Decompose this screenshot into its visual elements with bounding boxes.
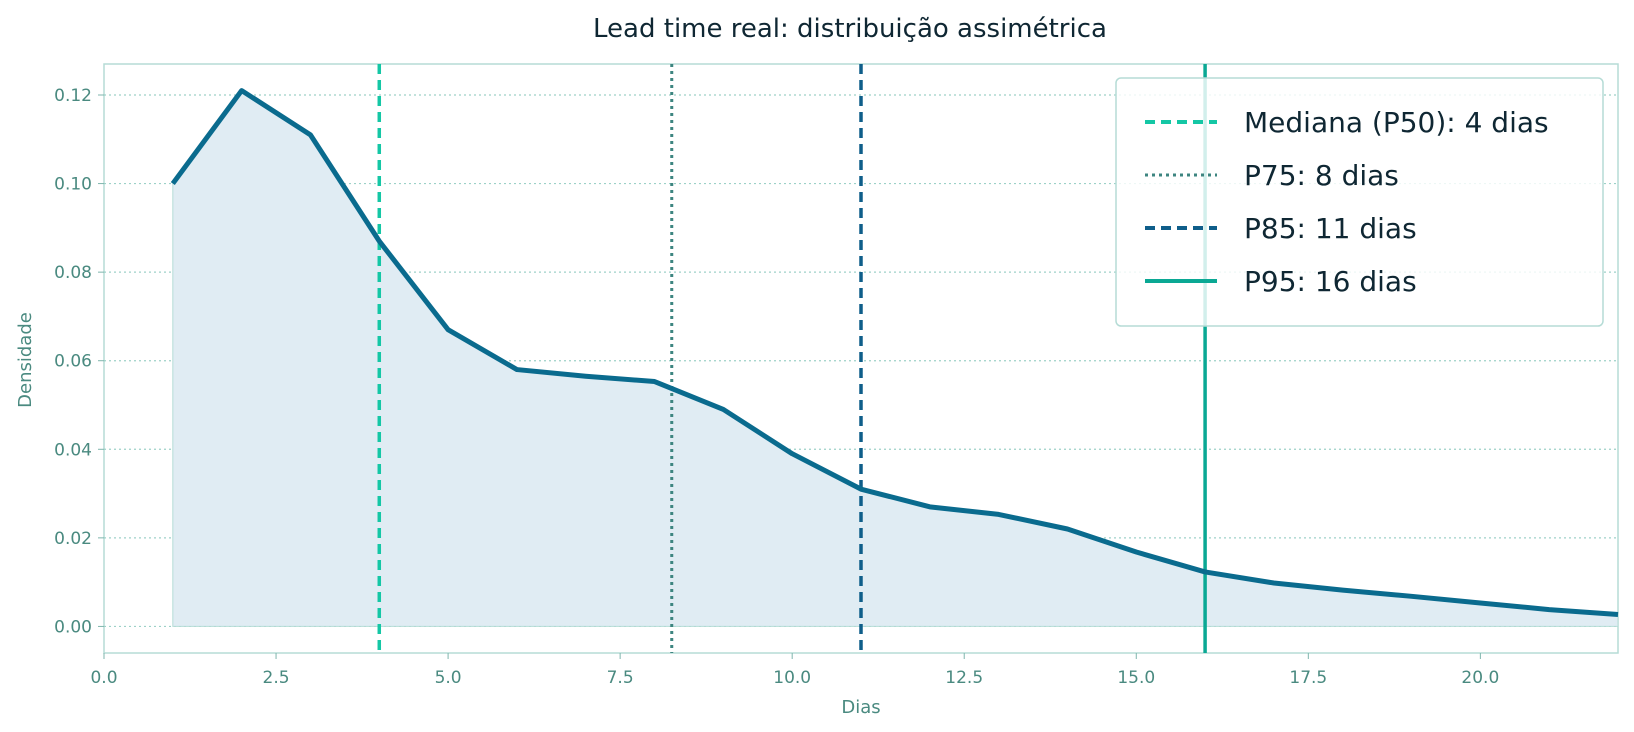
legend-label: P95: 16 dias — [1244, 265, 1417, 298]
x-tick-label: 10.0 — [773, 668, 811, 688]
y-axis-ticks: 0.00 0.02 0.04 0.06 0.08 0.10 0.12 — [54, 86, 104, 637]
y-tick-label: 0.12 — [54, 86, 92, 106]
y-axis-label: Densidade — [15, 312, 36, 408]
density-line — [170, 88, 1619, 617]
x-tick-label: 20.0 — [1461, 668, 1499, 688]
x-tick-label: 15.0 — [1117, 668, 1155, 688]
y-tick-label: 0.00 — [54, 617, 92, 637]
chart-title: Lead time real: distribuição assimétrica — [593, 14, 1107, 44]
density-line-group — [170, 88, 1619, 617]
x-tick-label: 5.0 — [435, 668, 462, 688]
legend-label: P75: 8 dias — [1244, 159, 1399, 192]
x-tick-label: 17.5 — [1289, 668, 1327, 688]
x-axis-label: Dias — [841, 697, 880, 718]
x-tick-label: 12.5 — [945, 668, 983, 688]
legend-label: P85: 11 dias — [1244, 212, 1417, 245]
y-tick-label: 0.08 — [54, 263, 92, 283]
legend-box — [1115, 77, 1604, 327]
x-tick-label: 2.5 — [263, 668, 290, 688]
y-tick-label: 0.04 — [54, 440, 92, 460]
y-tick-label: 0.10 — [54, 175, 92, 195]
legend-label: Mediana (P50): 4 dias — [1244, 106, 1549, 139]
x-tick-label: 7.5 — [607, 668, 634, 688]
y-tick-label: 0.02 — [54, 529, 92, 549]
y-tick-label: 0.06 — [54, 352, 92, 372]
x-tick-label: 0.0 — [90, 668, 117, 688]
legend: Mediana (P50): 4 dias P75: 8 dias P85: 11 … — [1115, 77, 1604, 327]
x-axis-ticks: 0.0 2.5 5.0 7.5 10.0 12.5 15.0 17.5 20.0 — [90, 653, 1499, 688]
